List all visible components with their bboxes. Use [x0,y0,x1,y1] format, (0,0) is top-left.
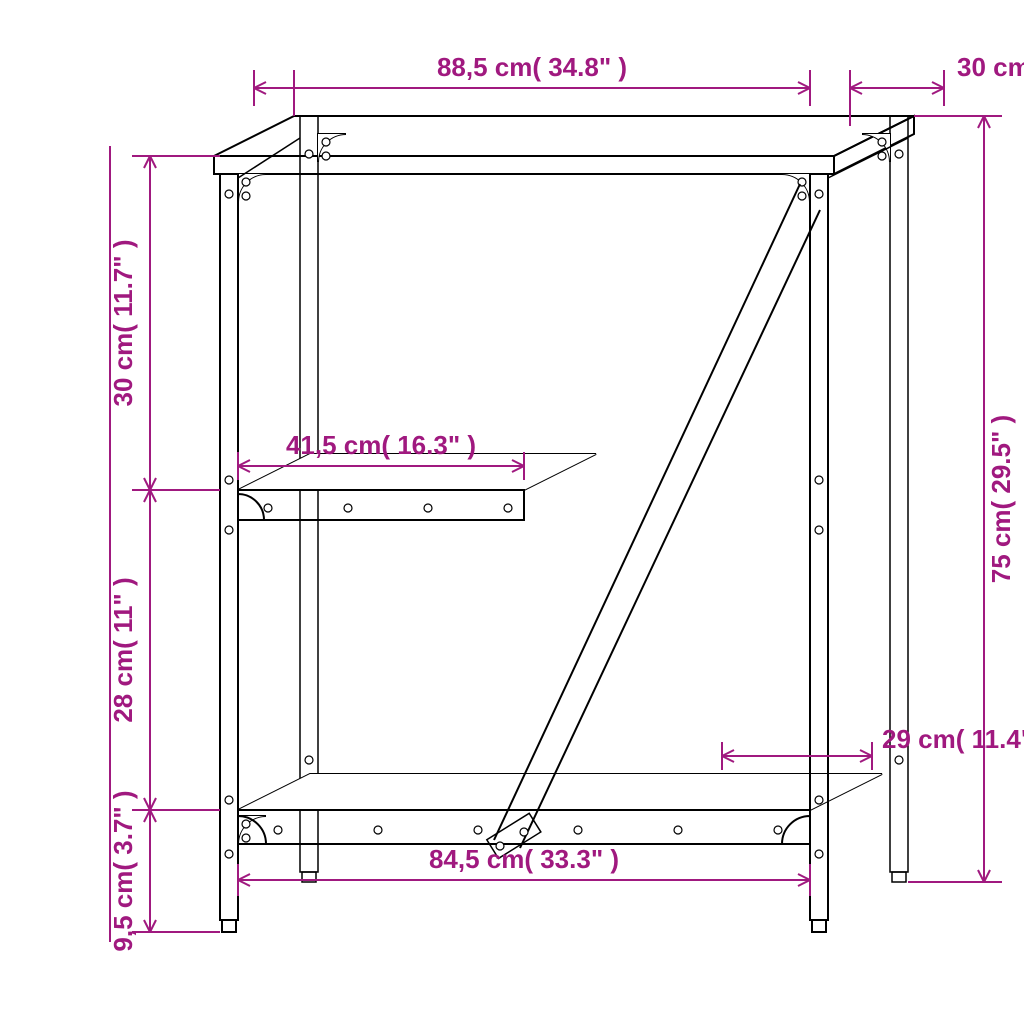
svg-text:41,5 cm( 16.3" ): 41,5 cm( 16.3" ) [286,430,476,460]
svg-text:29 cm( 11.4" ): 29 cm( 11.4" ) [882,724,1024,754]
svg-text:28 cm( 11" ): 28 cm( 11" ) [108,577,138,722]
svg-text:75 cm( 29.5" ): 75 cm( 29.5" ) [986,415,1016,583]
dimension-diagram: 88,5 cm( 34.8" ) 30 cm( 11.8" ) 75 cm( 29.… [0,0,1024,1024]
svg-text:84,5 cm( 33.3" ): 84,5 cm( 33.3" ) [429,844,619,874]
svg-text:30 cm( 11.8" ): 30 cm( 11.8" ) [957,52,1024,82]
svg-text:88,5 cm( 34.8" ): 88,5 cm( 34.8" ) [437,52,627,82]
svg-text:30 cm( 11.7" ): 30 cm( 11.7" ) [108,240,138,407]
svg-text:9,5 cm( 3.7" ): 9,5 cm( 3.7" ) [108,790,138,951]
